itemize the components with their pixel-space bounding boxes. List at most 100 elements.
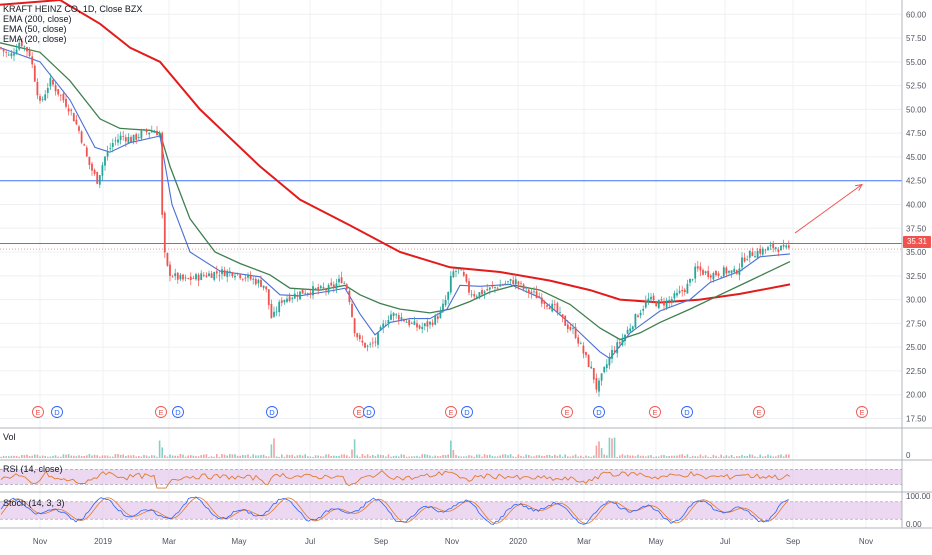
volume-bar <box>712 454 715 458</box>
candle-body <box>533 291 535 293</box>
candle-body <box>751 252 754 256</box>
volume-bar <box>13 455 15 458</box>
candle-body <box>88 156 91 165</box>
volume-bar <box>275 456 278 458</box>
candle-body <box>483 291 486 294</box>
volume-bar <box>668 456 670 458</box>
y-tick-label: 57.50 <box>906 34 927 43</box>
volume-bar <box>99 456 101 458</box>
candle-body <box>413 321 416 325</box>
dividend-marker <box>172 406 184 418</box>
candle-body <box>101 165 104 176</box>
candle-body <box>7 54 10 56</box>
volume-bar <box>613 437 616 458</box>
volume-bar <box>195 456 197 458</box>
candle-body <box>96 172 99 184</box>
y-tick-label: 20.00 <box>906 391 927 400</box>
candle-body <box>182 274 184 280</box>
candle-body <box>481 290 483 295</box>
candle-body <box>322 287 325 289</box>
candle-body <box>670 299 673 302</box>
candle-body <box>314 288 317 290</box>
volume-bar <box>444 455 447 458</box>
candle-body <box>270 304 273 319</box>
candle-body <box>764 249 767 251</box>
volume-bar <box>377 454 379 458</box>
candle-body <box>728 270 730 273</box>
candle-body <box>725 267 728 274</box>
candle-body <box>395 314 398 316</box>
candle-body <box>465 274 468 282</box>
candle-body <box>644 301 647 308</box>
volume-bar <box>704 455 707 458</box>
candle-body <box>239 274 242 279</box>
candle-body <box>213 272 216 280</box>
volume-bar <box>294 456 296 458</box>
volume-bar <box>671 455 673 458</box>
candle-body <box>520 282 522 284</box>
volume-bar <box>166 456 169 458</box>
candle-body <box>585 352 587 356</box>
volume-bar <box>483 454 486 458</box>
volume-bar <box>60 456 62 458</box>
volume-bar <box>517 454 520 458</box>
volume-bar <box>119 454 122 458</box>
candle-body <box>195 274 197 280</box>
candle-body <box>161 132 164 215</box>
volume-bar <box>403 454 405 458</box>
event-marker-label: E <box>448 408 453 417</box>
volume-bar <box>450 440 452 458</box>
volume-bar <box>361 454 364 458</box>
candle-body <box>26 47 28 52</box>
candle-body <box>444 300 447 306</box>
candle-body <box>312 286 314 296</box>
candle-body <box>93 169 96 174</box>
volume-bar <box>312 456 314 458</box>
volume-bar <box>788 454 790 458</box>
volume-bar <box>210 456 213 458</box>
candle-body <box>540 297 543 304</box>
candle-body <box>384 324 387 326</box>
volume-bar <box>611 438 613 458</box>
volume-bar <box>327 454 330 458</box>
candle-body <box>660 299 663 301</box>
volume-bar <box>481 456 483 458</box>
volume-bar <box>366 454 369 458</box>
x-tick-label: 2019 <box>94 537 112 546</box>
volume-bar <box>678 454 681 458</box>
volume-bar <box>590 456 592 458</box>
candle-body <box>696 266 699 269</box>
volume-bar <box>49 456 52 458</box>
candle-body <box>319 286 322 289</box>
candle-body <box>332 284 335 288</box>
event-marker-label: E <box>756 408 761 417</box>
volume-bar <box>541 455 543 458</box>
volume-bar <box>112 456 114 458</box>
volume-bar <box>283 456 286 458</box>
volume-bar <box>494 456 496 458</box>
candle-body <box>169 264 171 276</box>
candle-body <box>345 284 348 289</box>
volume-bar <box>769 455 772 458</box>
candle-body <box>501 284 504 286</box>
volume-bar <box>130 455 132 458</box>
candle-body <box>135 134 138 140</box>
volume-bar <box>736 456 738 458</box>
volume-bar <box>96 455 98 458</box>
candle-body <box>137 137 140 138</box>
volume-bar <box>756 457 759 458</box>
dividend-marker <box>266 406 278 418</box>
candle-body <box>371 342 374 344</box>
candle-body <box>626 329 629 334</box>
volume-bar <box>153 455 156 458</box>
trend-arrow <box>794 183 863 234</box>
candle-body <box>405 322 408 323</box>
candle-body <box>767 247 769 251</box>
volume-bar <box>88 454 91 458</box>
candle-body <box>288 296 291 301</box>
volume-bar <box>244 455 247 458</box>
candle-body <box>777 249 780 252</box>
candle-body <box>15 49 18 54</box>
